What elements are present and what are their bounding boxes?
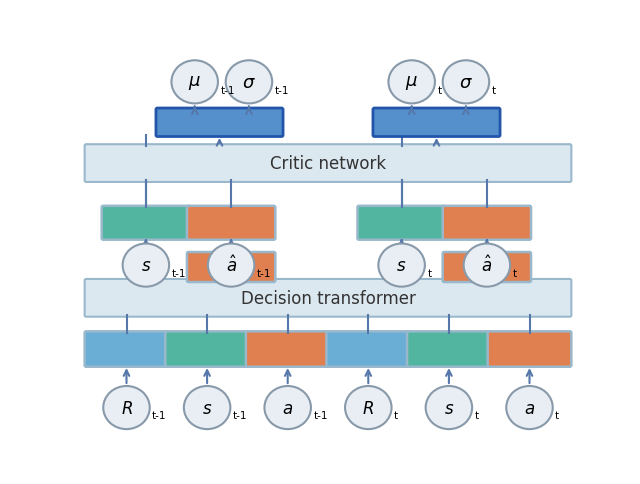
FancyBboxPatch shape: [358, 206, 446, 240]
Text: t-1: t-1: [275, 85, 289, 95]
Text: $s$: $s$: [396, 257, 407, 274]
Ellipse shape: [506, 386, 553, 429]
Ellipse shape: [426, 386, 472, 429]
FancyBboxPatch shape: [373, 109, 500, 137]
Ellipse shape: [226, 61, 272, 104]
Text: $R$: $R$: [120, 399, 132, 417]
Text: t-1: t-1: [233, 410, 247, 421]
FancyBboxPatch shape: [443, 206, 531, 240]
FancyBboxPatch shape: [246, 332, 330, 367]
Text: t: t: [437, 85, 442, 95]
FancyBboxPatch shape: [165, 332, 249, 367]
Text: $\hat{a}$: $\hat{a}$: [481, 255, 492, 276]
FancyBboxPatch shape: [84, 332, 168, 367]
Text: $s$: $s$: [444, 399, 454, 417]
Ellipse shape: [443, 61, 489, 104]
Text: $s$: $s$: [141, 257, 151, 274]
Text: t: t: [555, 410, 559, 421]
Text: $s$: $s$: [202, 399, 212, 417]
Text: t: t: [394, 410, 398, 421]
Text: $\hat{a}$: $\hat{a}$: [225, 255, 237, 276]
Text: $\sigma$: $\sigma$: [459, 74, 473, 91]
FancyBboxPatch shape: [443, 253, 531, 283]
Text: t: t: [513, 268, 516, 278]
Text: $a$: $a$: [282, 399, 293, 417]
Text: $R$: $R$: [362, 399, 374, 417]
Text: t-1: t-1: [257, 268, 271, 278]
Text: $\sigma$: $\sigma$: [242, 74, 256, 91]
Text: $\mu$: $\mu$: [188, 74, 201, 91]
Text: t: t: [474, 410, 479, 421]
Ellipse shape: [264, 386, 311, 429]
Ellipse shape: [172, 61, 218, 104]
FancyBboxPatch shape: [102, 206, 190, 240]
Ellipse shape: [123, 244, 169, 287]
Ellipse shape: [463, 244, 510, 287]
FancyBboxPatch shape: [156, 109, 283, 137]
Text: t: t: [428, 268, 431, 278]
Text: Critic network: Critic network: [270, 155, 386, 173]
Text: $\mu$: $\mu$: [405, 74, 418, 91]
Ellipse shape: [103, 386, 150, 429]
Text: t-1: t-1: [172, 268, 186, 278]
FancyBboxPatch shape: [488, 332, 572, 367]
Text: t-1: t-1: [313, 410, 328, 421]
Text: t: t: [492, 85, 495, 95]
Ellipse shape: [184, 386, 230, 429]
FancyBboxPatch shape: [407, 332, 491, 367]
Text: t-1: t-1: [152, 410, 166, 421]
FancyBboxPatch shape: [187, 206, 275, 240]
FancyBboxPatch shape: [84, 279, 572, 317]
FancyBboxPatch shape: [84, 145, 572, 182]
FancyBboxPatch shape: [187, 253, 275, 283]
Ellipse shape: [378, 244, 425, 287]
Text: $a$: $a$: [524, 399, 535, 417]
Text: t-1: t-1: [220, 85, 235, 95]
Ellipse shape: [388, 61, 435, 104]
Ellipse shape: [208, 244, 254, 287]
Ellipse shape: [345, 386, 392, 429]
Text: Decision transformer: Decision transformer: [241, 289, 415, 307]
FancyBboxPatch shape: [326, 332, 410, 367]
